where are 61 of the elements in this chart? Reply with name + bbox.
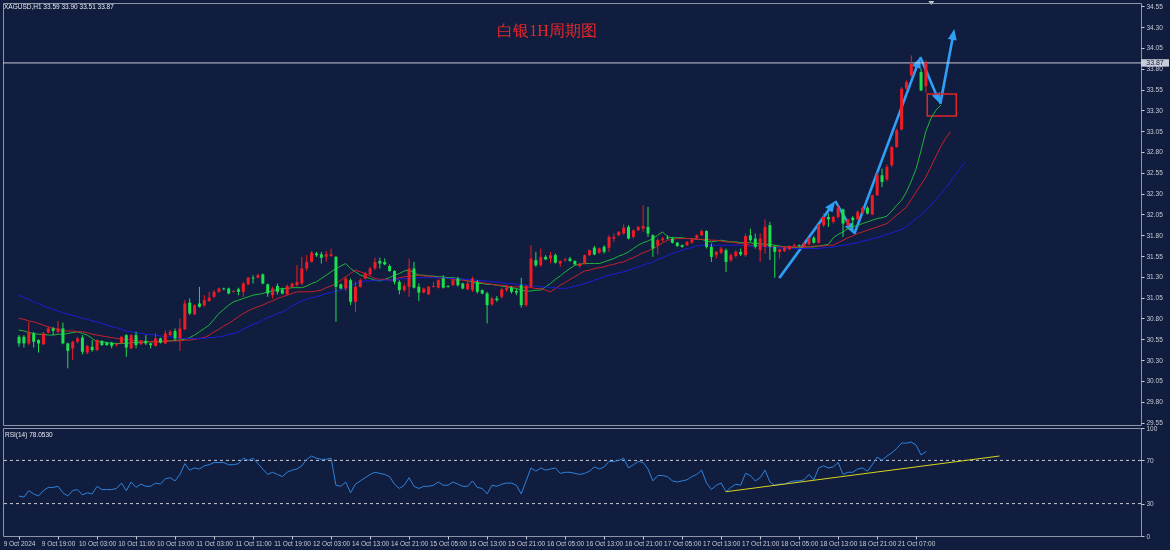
- candlestick: [412, 261, 416, 289]
- candlestick: [251, 274, 255, 284]
- candlestick: [183, 299, 187, 331]
- candlestick: [22, 334, 26, 349]
- candlestick: [602, 244, 606, 255]
- candlestick: [197, 286, 201, 309]
- candlestick: [641, 204, 645, 233]
- candlestick: [924, 59, 928, 94]
- candlestick: [495, 295, 499, 303]
- candlestick: [880, 168, 884, 188]
- candlestick: [178, 317, 182, 352]
- candlestick: [66, 342, 70, 369]
- candlestick: [407, 258, 411, 298]
- candlestick: [680, 243, 684, 249]
- candlestick: [295, 264, 299, 288]
- candlestick: [27, 321, 31, 346]
- candlestick: [519, 277, 523, 309]
- candlestick: [115, 342, 119, 348]
- candlestick: [80, 334, 84, 355]
- candlestick: [875, 171, 879, 197]
- line-series: [18, 441, 927, 498]
- candlestick: [539, 248, 543, 268]
- candlestick: [534, 251, 538, 268]
- candlestick: [485, 291, 489, 324]
- candlestick: [17, 334, 21, 348]
- candlestick: [173, 327, 177, 342]
- line-series: [18, 161, 966, 339]
- candlestick: [768, 221, 772, 261]
- candlestick: [56, 320, 60, 334]
- candlestick: [124, 333, 128, 358]
- candlestick: [349, 278, 353, 306]
- candlestick: [651, 233, 655, 258]
- candlestick: [919, 68, 923, 92]
- candlestick: [909, 54, 913, 78]
- candlestick: [802, 241, 806, 249]
- candlestick: [758, 233, 762, 263]
- candlestick: [763, 218, 767, 255]
- candlestick: [705, 229, 709, 250]
- candlestick: [300, 256, 304, 286]
- candlestick: [870, 193, 874, 216]
- candlestick: [890, 145, 894, 168]
- line-series: [18, 131, 951, 343]
- text: 白银1H周期图: [497, 22, 597, 39]
- candlestick: [724, 248, 728, 273]
- candlestick: [817, 223, 821, 245]
- candlestick: [446, 284, 450, 289]
- candlestick: [797, 243, 801, 248]
- candlestick: [744, 233, 748, 258]
- candlestick: [646, 206, 650, 238]
- candlestick: [329, 248, 333, 258]
- candlestick: [71, 340, 75, 361]
- candlestick: [709, 243, 713, 263]
- candlestick: [334, 255, 338, 323]
- candlestick: [353, 281, 357, 313]
- candlestick: [895, 128, 899, 149]
- candlestick: [773, 244, 777, 279]
- candlestick: [232, 289, 236, 294]
- candlestick: [900, 86, 904, 131]
- candlestick: [563, 257, 567, 263]
- candlestick: [61, 322, 65, 345]
- candlestick: [841, 208, 845, 238]
